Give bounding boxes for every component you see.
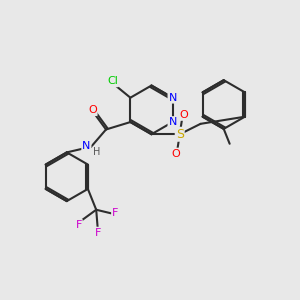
Text: F: F: [76, 220, 82, 230]
Text: N: N: [168, 93, 177, 103]
Text: O: O: [179, 110, 188, 120]
Text: S: S: [176, 128, 184, 141]
Text: F: F: [112, 208, 119, 218]
Text: Cl: Cl: [107, 76, 118, 86]
Text: H: H: [93, 147, 101, 157]
Text: N: N: [168, 117, 177, 127]
Text: N: N: [82, 141, 91, 151]
Text: O: O: [88, 105, 97, 115]
Text: O: O: [172, 148, 180, 159]
Text: F: F: [95, 228, 101, 238]
